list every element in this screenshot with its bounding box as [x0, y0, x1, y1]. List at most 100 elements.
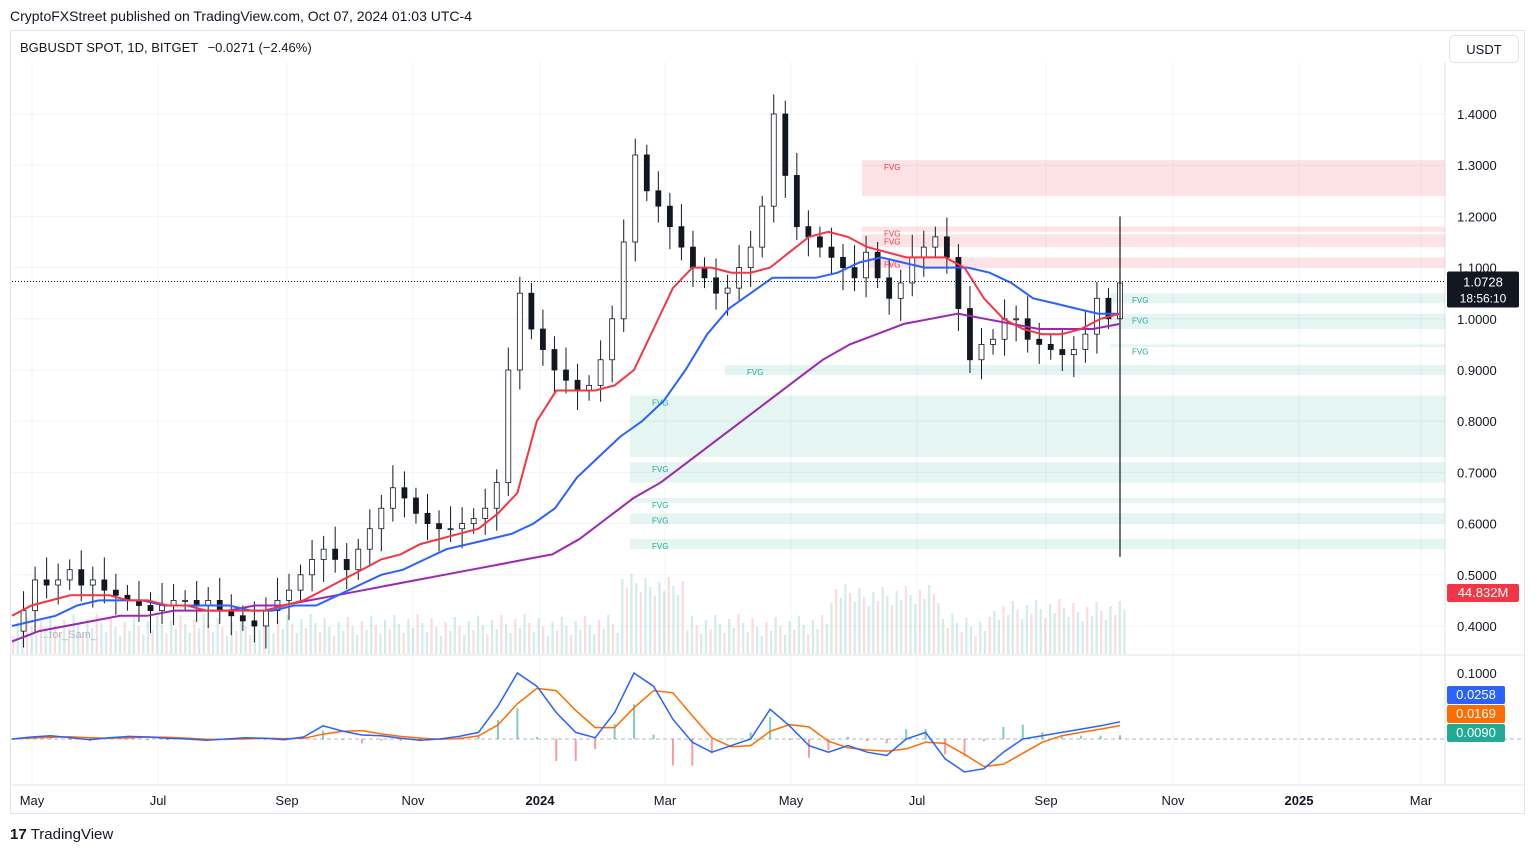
candle-body [967, 308, 973, 361]
volume-bar [1104, 620, 1107, 654]
macd-histogram-bar [807, 739, 810, 758]
fvg-zone [862, 257, 1445, 268]
y-tick-label: 0.6000 [1457, 517, 1497, 532]
candle-body [736, 267, 743, 289]
volume-bar [170, 620, 173, 654]
publisher-line: CryptoFXStreet published on TradingView.… [10, 8, 472, 24]
ema-long-line [11, 312, 1121, 643]
volume-bar [546, 636, 549, 654]
volume-bar [63, 620, 66, 654]
macd-histogram-bar [594, 739, 597, 750]
candle-body [389, 487, 396, 509]
volume-bar [700, 634, 703, 654]
x-tick-label: Sep [1034, 793, 1057, 808]
volume-bar [649, 587, 652, 654]
candle-body [609, 318, 616, 361]
macd-histogram-bar [496, 720, 499, 739]
fvg-label: FVG [884, 237, 900, 246]
volume-bar [467, 621, 470, 654]
volume-bar [91, 628, 94, 654]
volume-bar [430, 618, 433, 654]
volume-bar [86, 619, 89, 654]
volume-bar [188, 633, 191, 654]
volume-bar [644, 578, 647, 654]
volume-bar [579, 630, 582, 654]
candle-body [874, 251, 881, 279]
candle-body [943, 236, 950, 258]
volume-bar [453, 617, 456, 654]
signal-value-label: 0.0169 [1456, 706, 1496, 721]
macd-histogram-bar [652, 734, 655, 739]
candle-body [863, 251, 869, 279]
fvg-zone [630, 538, 1445, 550]
volume-bar [1072, 603, 1075, 654]
candle-body [424, 512, 431, 524]
volume-bar [81, 633, 84, 654]
volume-bar [374, 625, 377, 654]
candle-body [309, 559, 315, 576]
macd-histogram-bar [788, 739, 791, 741]
macd-tick-label: 0.1000 [1457, 666, 1497, 681]
volume-bar [1016, 610, 1019, 654]
volume-bar [244, 626, 247, 654]
volume-bar [407, 619, 410, 654]
volume-bar [165, 634, 168, 654]
volume-bar [291, 624, 294, 654]
volume-bar [193, 619, 196, 654]
candle-body [666, 205, 673, 228]
y-tick-label: 0.4000 [1457, 619, 1497, 634]
volume-bar [676, 595, 680, 654]
volume-bar [1044, 618, 1047, 654]
volume-bar [318, 632, 322, 654]
candle-body [401, 487, 408, 499]
macd-histogram-bar [11, 739, 13, 740]
volume-bar [890, 605, 894, 654]
macd-histogram-bar [555, 739, 558, 761]
volume-bar [737, 614, 740, 654]
tradingview-logo[interactable]: 17 TradingView [10, 826, 113, 843]
volume-bar [523, 614, 526, 654]
candle-body [516, 292, 523, 371]
volume-bar [1095, 602, 1098, 654]
volume-bar [132, 617, 136, 654]
volume-bar [528, 623, 531, 654]
fvg-zone [862, 160, 1445, 196]
volume-bar [616, 633, 619, 654]
volume-bar [704, 620, 708, 654]
volume-bar [486, 634, 489, 654]
macd-histogram-bar [769, 717, 772, 739]
candle-body [551, 349, 558, 371]
volume-bar [328, 627, 331, 654]
volume-bar [118, 636, 122, 654]
volume-badge [1447, 584, 1519, 602]
candle-body [724, 287, 731, 294]
x-tick-label: Jul [909, 793, 926, 808]
x-tick-label: Sep [275, 793, 298, 808]
candle-body [320, 548, 327, 560]
volume-bar [681, 581, 684, 654]
macd-histogram-bar [944, 739, 947, 755]
candle-body [701, 267, 708, 279]
fvg-label: FVG [747, 368, 763, 377]
candle-body [182, 600, 189, 602]
ema-short-line [11, 230, 1121, 617]
candle-body [909, 256, 916, 284]
volume-bar [114, 627, 117, 654]
fvg-zone [630, 498, 1445, 504]
candle-body [747, 246, 754, 268]
volume-bar [267, 625, 270, 654]
currency-button[interactable]: USDT [1449, 35, 1519, 63]
volume-bar [53, 625, 57, 654]
fvg-label: FVG [884, 230, 900, 239]
volume-bar [314, 623, 317, 654]
symbol-legend[interactable]: BGBUSDT SPOT, 1D, BITGET −0.0271 (−2.46%… [20, 40, 312, 55]
candle-body [574, 379, 581, 391]
volume-bar [174, 629, 177, 654]
volume-bar [932, 594, 935, 654]
volume-bar [607, 615, 610, 654]
fvg-label: FVG [884, 163, 900, 172]
volume-bar [1076, 612, 1080, 654]
volume-bar [365, 630, 368, 654]
x-tick-label: 2024 [526, 793, 556, 808]
